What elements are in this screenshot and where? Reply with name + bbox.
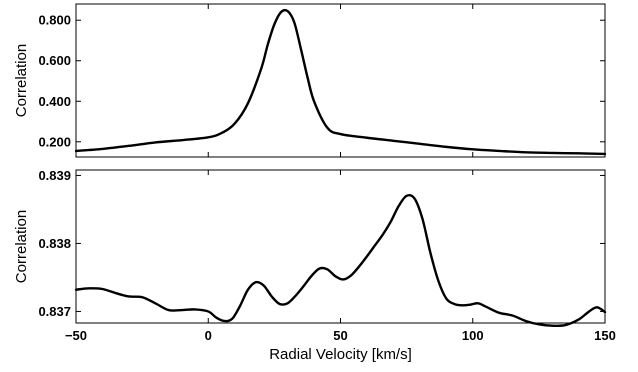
y-tick-label: 0.839 [38, 168, 71, 183]
correlation-line [74, 8, 607, 156]
bottom-panel: −50 0 50 100 150 0.837 0.838 0.839 Correlation Ra… [13, 168, 616, 363]
y-tick-label: 0.837 [38, 304, 71, 319]
x-tick-label: 150 [594, 328, 616, 343]
y-tick-label: 0.200 [38, 134, 71, 149]
correlation-line [74, 193, 607, 328]
y-axis-label: Correlation [13, 210, 30, 283]
y-tick-label: 0.838 [38, 236, 71, 251]
x-axis-label: Radial Velocity [km/s] [269, 346, 412, 363]
x-tick-label: −50 [65, 328, 87, 343]
y-axis-label: Correlation [13, 44, 30, 117]
y-tick-label: 0.800 [38, 13, 71, 28]
x-tick-label: 100 [462, 328, 484, 343]
top-panel: 0.200 0.400 0.600 0.800 Correlation [13, 3, 607, 158]
y-tick-label: 0.400 [38, 94, 71, 109]
y-tick-label: 0.600 [38, 53, 71, 68]
x-tick-label: 50 [333, 328, 347, 343]
plot-frame [75, 169, 606, 324]
x-tick-label: 0 [205, 328, 212, 343]
